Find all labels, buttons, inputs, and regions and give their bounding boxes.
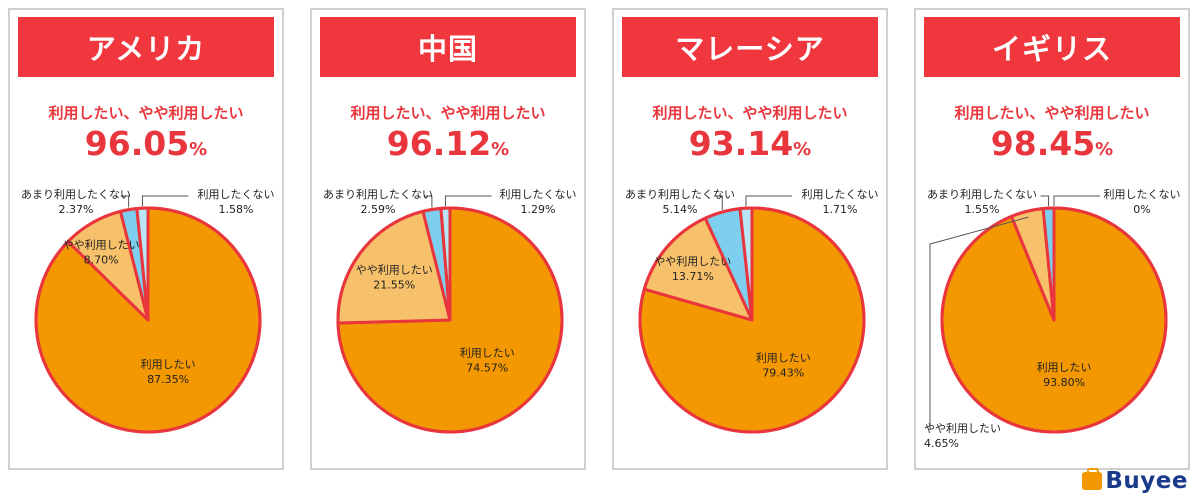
slice-label-not-want: 利用したくない 1.29%	[500, 188, 577, 216]
pie-chart: 利用したい 74.57% やや利用したい 21.55% あまり利用したくない 2.59% 利…	[323, 188, 577, 434]
total-unit: %	[1095, 139, 1114, 160]
total-value: 96.05	[84, 124, 190, 163]
slice-label-somewhat-want-line: やや利用したい	[924, 422, 1001, 435]
panel-header: 中国	[320, 17, 576, 77]
slice-label-somewhat-not: あまり利用したくない 5.14%	[625, 188, 735, 216]
slice-label-want-line: 利用したい	[141, 358, 196, 371]
slice-label-not-want-line: 1.58%	[219, 203, 254, 216]
slice-label-want-line: 74.57%	[466, 361, 508, 374]
slice-label-somewhat-want-line: やや利用したい	[654, 255, 731, 268]
chart-panel-malaysia: マレーシア 利用したい、やや利用したい 93.14% 利用したい 79.43% やや…	[612, 8, 888, 470]
logo-text: Buyee	[1105, 468, 1188, 494]
chart-panel-usa: アメリカ 利用したい、やや利用したい 96.05% 利用したい 87.35% やや利…	[8, 8, 284, 470]
slice-label-somewhat-not-line: 2.37%	[59, 203, 94, 216]
slice-label-somewhat-want-line: 8.70%	[84, 253, 119, 266]
panel-subtitle: 利用したい、やや利用したい	[954, 104, 1150, 122]
panel-subtitle: 利用したい、やや利用したい	[350, 104, 546, 122]
slice-label-somewhat-want: やや利用したい 13.71%	[654, 255, 731, 283]
slice-label-want-line: 79.43%	[762, 367, 804, 380]
slice-label-want: 利用したい 74.57%	[460, 346, 515, 374]
slice-label-somewhat-want-line: 21.55%	[373, 279, 415, 292]
total-percentage: 93.14%	[614, 124, 886, 163]
total-unit: %	[189, 139, 208, 160]
total-value: 98.45	[990, 124, 1096, 163]
panel-subtitle: 利用したい、やや利用したい	[48, 104, 244, 122]
slice-label-want: 利用したい 87.35%	[141, 358, 196, 386]
pie-chart: 利用したい 79.43% やや利用したい 13.71% あまり利用したくない 5.14% 利…	[625, 188, 879, 434]
slice-label-somewhat-not-line: あまり利用したくない	[625, 188, 735, 201]
panel-header: イギリス	[924, 17, 1180, 77]
leader-line	[745, 195, 792, 207]
leader-line	[423, 195, 433, 208]
slice-label-somewhat-want: やや利用したい 21.55%	[356, 264, 433, 292]
total-unit: %	[491, 139, 510, 160]
shopping-bag-icon	[1082, 468, 1103, 490]
total-percentage: 96.05%	[10, 124, 282, 163]
leader-line	[1040, 195, 1050, 207]
chart-panel-uk: イギリス 利用したい、やや利用したい 98.45% 利用したい 93.80% やや利…	[914, 8, 1190, 470]
slice-label-not-want: 利用したくない 1.71%	[802, 188, 879, 216]
slice-label-not-want-line: 利用したくない	[500, 188, 577, 201]
leader-line	[1053, 195, 1100, 206]
slice-label-not-want: 利用したくない 0%	[1104, 188, 1181, 216]
slice-label-somewhat-not: あまり利用したくない 1.55%	[927, 188, 1037, 216]
total-value: 96.12	[386, 124, 492, 163]
total-percentage: 98.45%	[916, 124, 1188, 163]
slice-label-somewhat-want: やや利用したい 4.65%	[924, 422, 1001, 450]
slice-label-not-want-line: 利用したくない	[802, 188, 879, 201]
slice-label-somewhat-not: あまり利用したくない 2.59%	[323, 188, 433, 216]
leader-line	[929, 216, 1029, 430]
slice-label-not-want-line: 0%	[1133, 203, 1150, 216]
leader-line	[141, 195, 189, 207]
slice-label-want-line: 93.80%	[1043, 376, 1085, 389]
pie-chart: 利用したい 93.80% やや利用したい 4.65% あまり利用したくない 1.55% 利用…	[924, 188, 1181, 450]
slice-label-somewhat-not-line: 1.55%	[965, 203, 1000, 216]
chart-panel-china: 中国 利用したい、やや利用したい 96.12% 利用したい 74.57% やや利用し…	[310, 8, 586, 470]
panel-subtitle: 利用したい、やや利用したい	[652, 104, 848, 122]
slice-label-want-line: 利用したい	[460, 346, 515, 359]
slice-label-want-line: 利用したい	[1037, 361, 1092, 374]
slice-label-want: 利用したい 93.80%	[1037, 361, 1092, 389]
slice-label-somewhat-not-line: 5.14%	[663, 203, 698, 216]
slice-label-somewhat-not-line: あまり利用したくない	[21, 188, 131, 201]
total-value: 93.14	[688, 124, 794, 163]
slice-label-somewhat-want-line: やや利用したい	[63, 238, 140, 251]
slice-label-somewhat-want-line: やや利用したい	[356, 264, 433, 277]
slice-label-want-line: 利用したい	[756, 352, 811, 365]
slice-label-not-want-line: 利用したくない	[198, 188, 275, 201]
buyee-logo: Buyee	[1082, 468, 1188, 494]
leader-line	[714, 195, 723, 211]
slice-label-somewhat-not-line: あまり利用したくない	[927, 188, 1037, 201]
slice-label-not-want: 利用したくない 1.58%	[198, 188, 275, 216]
panel-header: マレーシア	[622, 17, 878, 77]
slice-label-want-line: 87.35%	[147, 373, 189, 386]
slice-label-somewhat-want-line: 4.65%	[924, 437, 959, 450]
pie-chart: 利用したい 87.35% やや利用したい 8.70% あまり利用したくない 2.37% 利用…	[21, 188, 275, 434]
slice-label-want: 利用したい 79.43%	[756, 352, 811, 380]
leader-line	[120, 195, 130, 208]
leader-line	[444, 195, 492, 207]
slice-label-somewhat-want-line: 13.71%	[672, 270, 714, 283]
slice-label-not-want-line: 利用したくない	[1104, 188, 1181, 201]
panel-header: アメリカ	[18, 17, 274, 77]
slice-label-somewhat-want: やや利用したい 8.70%	[63, 238, 140, 266]
slice-label-somewhat-not-line: あまり利用したくない	[323, 188, 433, 201]
slice-label-not-want-line: 1.29%	[521, 203, 556, 216]
slice-label-somewhat-not-line: 2.59%	[361, 203, 396, 216]
slice-label-somewhat-not: あまり利用したくない 2.37%	[21, 188, 131, 216]
total-unit: %	[793, 139, 812, 160]
slice-label-not-want-line: 1.71%	[823, 203, 858, 216]
total-percentage: 96.12%	[312, 124, 584, 163]
